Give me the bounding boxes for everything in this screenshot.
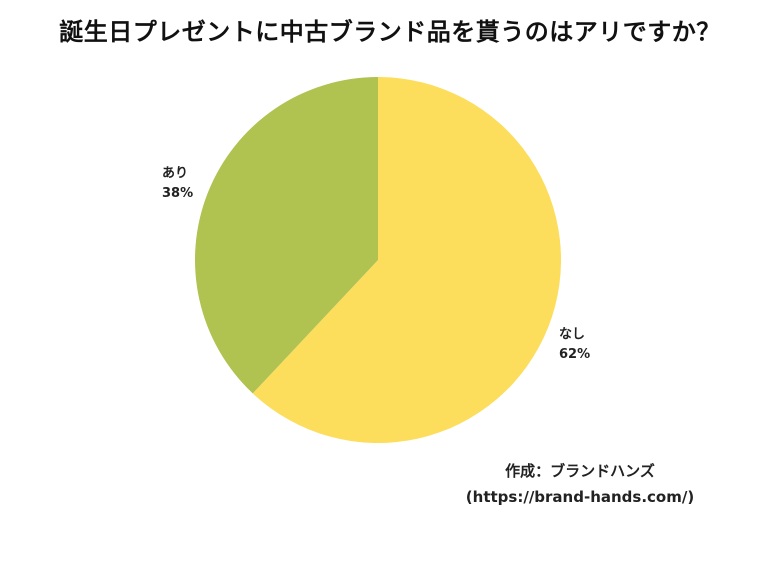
slice-label-ari: あり 38%: [162, 164, 193, 204]
slice-label-nashi-value: 62%: [559, 347, 591, 362]
slice-label-nashi-name: なし: [559, 327, 586, 342]
source-credit: 作成：ブランドハンズ (https://brand-hands.com/): [440, 458, 720, 510]
slice-label-nashi: なし 62%: [559, 325, 590, 365]
pie-slice-nashi: [252, 77, 562, 443]
slice-label-ari-value: 38%: [162, 186, 194, 201]
source-credit-url: (https://brand-hands.com/): [465, 488, 695, 506]
slice-label-ari-name: あり: [162, 166, 189, 181]
source-credit-author: 作成：ブランドハンズ: [505, 462, 655, 480]
chart-title: 誕生日プレゼントに中古ブランド品を貰うのはアリですか？: [59, 18, 721, 46]
pie-slice-ari: [195, 77, 378, 394]
